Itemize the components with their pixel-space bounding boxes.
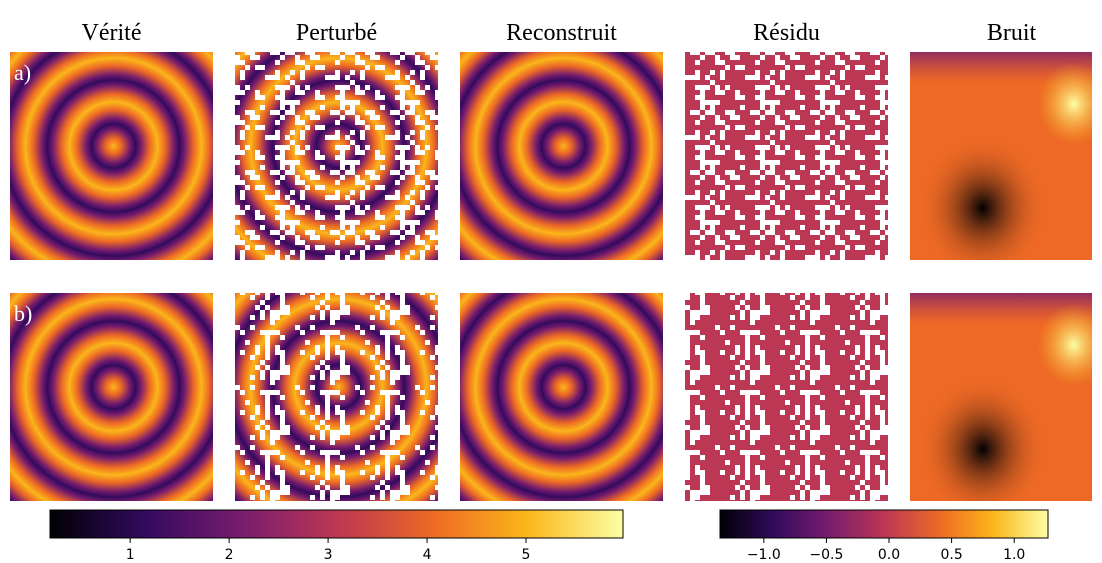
colorbar	[719, 509, 1049, 539]
image-panel	[235, 293, 438, 501]
column-title: Vérité	[82, 20, 142, 46]
image-panel	[235, 52, 438, 260]
rings	[10, 52, 213, 260]
noise-bright	[910, 52, 1092, 260]
image-panel	[10, 52, 213, 260]
image-panel	[910, 293, 1092, 501]
image-panel	[10, 293, 213, 501]
missing-pixels	[235, 52, 438, 260]
tick-label: 3	[324, 547, 333, 563]
tick-label: −0.5	[809, 547, 843, 563]
tick-label: −1.0	[747, 547, 781, 563]
image-panel	[685, 293, 888, 501]
missing-pixels	[685, 52, 888, 260]
row-label: a)	[14, 60, 31, 85]
column-title: Bruit	[987, 20, 1037, 46]
image-panel	[910, 52, 1092, 260]
noise-bright	[910, 293, 1092, 501]
tick-label: 1.0	[1003, 547, 1025, 563]
tick-label: 5	[522, 547, 531, 563]
rings	[10, 293, 213, 501]
tick-label: 1	[126, 547, 135, 563]
column-title: Résidu	[753, 20, 820, 46]
colorbar	[49, 509, 624, 539]
row-label: b)	[14, 301, 32, 326]
column-title: Perturbé	[296, 20, 377, 46]
image-panel	[685, 52, 888, 260]
tick-label: 2	[225, 547, 234, 563]
missing-pixels	[685, 293, 888, 501]
tick-label: 0.0	[878, 547, 900, 563]
missing-pixels	[235, 293, 438, 501]
rings	[460, 52, 663, 260]
column-title: Reconstruit	[506, 20, 617, 46]
rings	[460, 293, 663, 501]
tick-label: 4	[423, 547, 432, 563]
tick-label: 0.5	[940, 547, 962, 563]
image-panel	[460, 52, 663, 260]
image-panel	[460, 293, 663, 501]
